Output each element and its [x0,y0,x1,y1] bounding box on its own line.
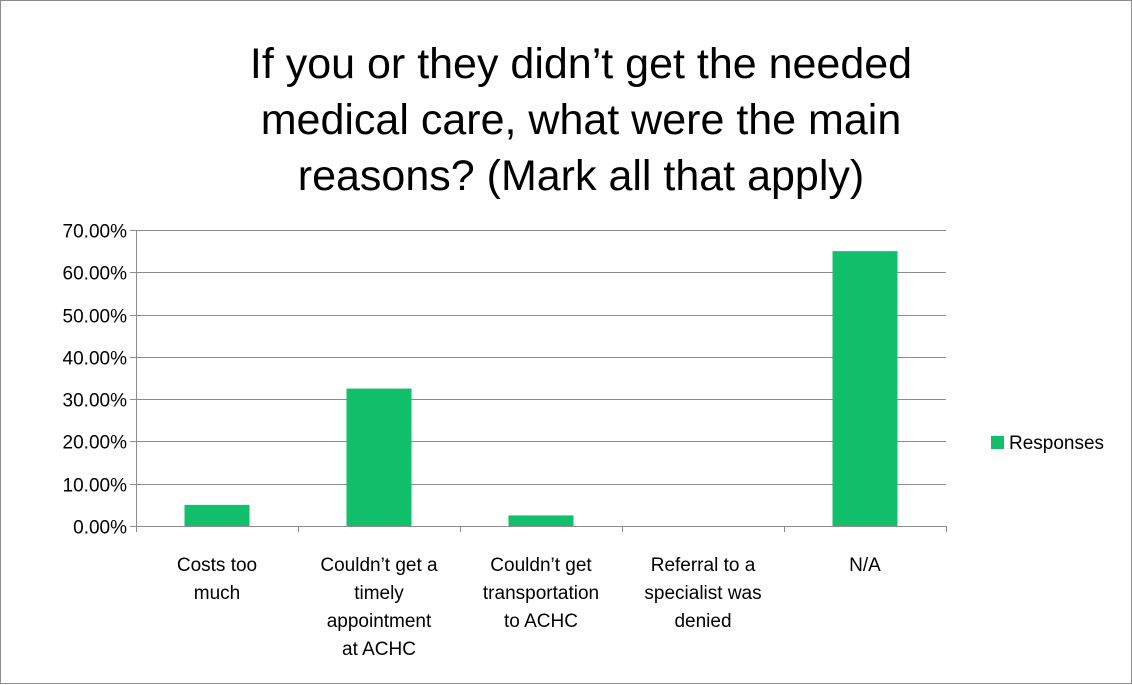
chart-title-line-1: If you or they didn’t get the needed [250,40,912,88]
y-tick-label: 60.00% [63,264,128,285]
axes [136,230,947,532]
bar [346,388,412,526]
legend-swatch-responses [991,436,1004,449]
chart-title: If you or they didn’t get the needed med… [250,40,912,200]
chart-title-line-2: medical care, what were the main [261,96,902,144]
bar [184,504,250,526]
x-category-label: N/A [849,555,881,576]
y-tick-label: 10.00% [63,476,128,497]
gridlines [136,230,946,485]
y-axis-ticks: 0.00% 10.00% 20.00% 30.00% 40.00% 50.00% 60.00… [63,222,136,539]
x-category-label: Couldn’t get transportation to ACHC [483,555,599,632]
y-tick-label: 20.00% [63,433,128,454]
x-axis-categories: Costs too much Couldn’t get a timely appoint… [177,555,881,660]
x-category-label: Costs too much [177,555,257,604]
y-tick-label: 70.00% [63,222,128,243]
y-tick-label: 0.00% [73,518,127,539]
bar [508,515,574,526]
x-category-label: Couldn’t get a timely appointment at ACHC [320,555,438,660]
y-tick-label: 50.00% [63,307,128,328]
chart-title-line-3: reasons? (Mark all that apply) [298,152,864,200]
legend-label-responses: Responses [1009,433,1104,454]
y-tick-label: 30.00% [63,391,128,412]
bars [184,251,898,526]
bar [832,251,898,526]
y-tick-label: 40.00% [63,349,128,370]
legend: Responses [991,433,1104,454]
x-category-label: Referral to a specialist was denied [644,555,761,632]
